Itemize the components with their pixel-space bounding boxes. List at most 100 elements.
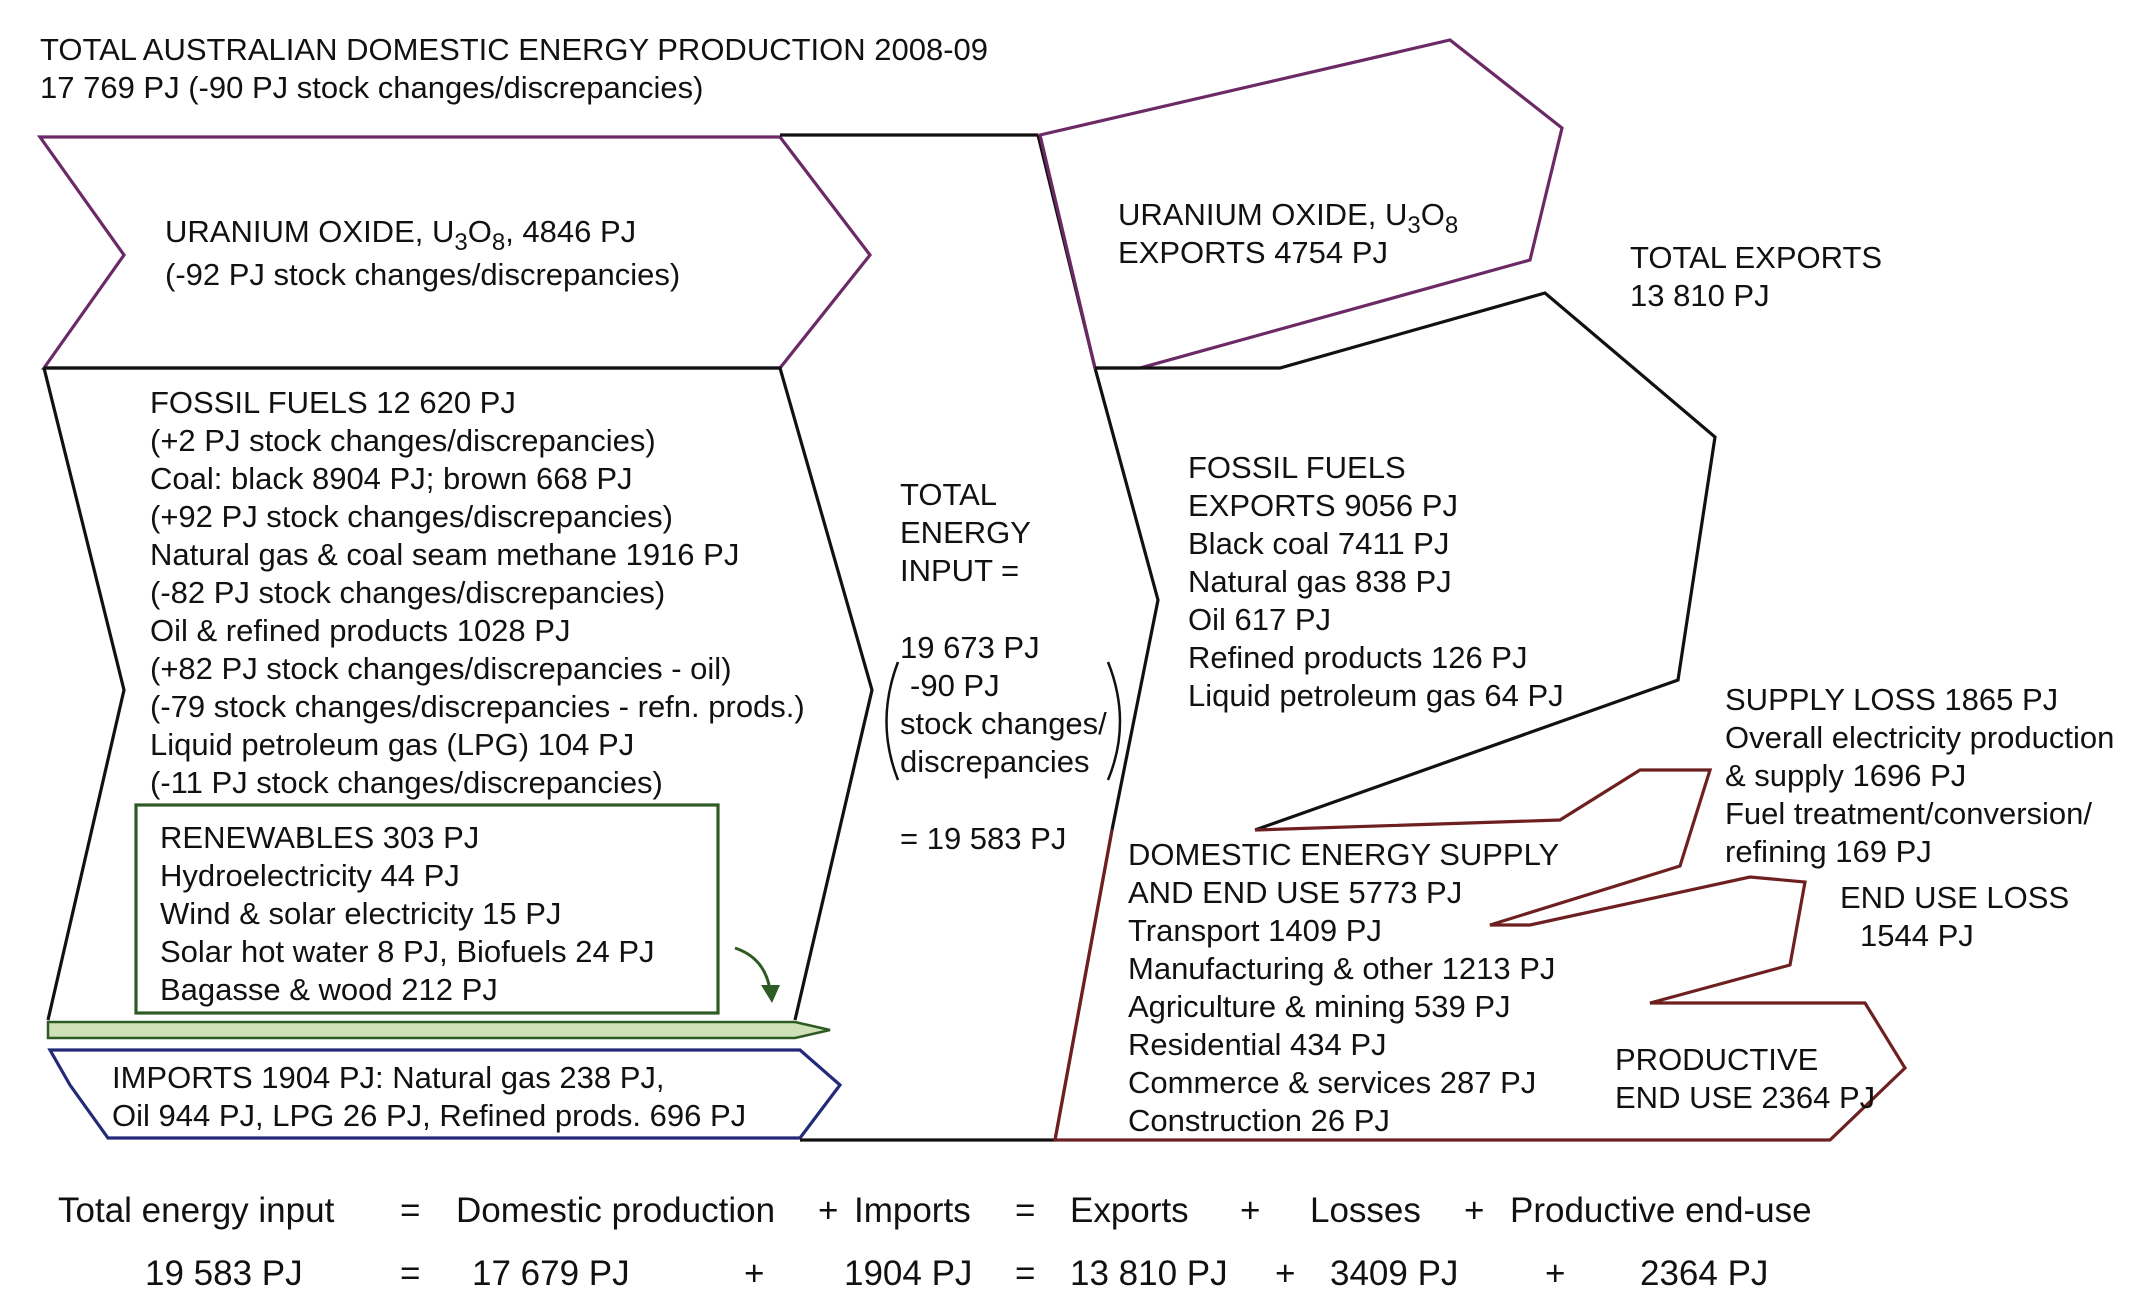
domestic-left-edge [1053,829,1114,1141]
equation-operator: + [1545,1254,1565,1293]
total-input-stock: stock changes/ [900,706,1107,741]
domestic-line: Manufacturing & other 1213 PJ [1128,951,1555,986]
paren-right [1106,661,1122,781]
equation-operator: = [1015,1254,1035,1293]
fossil-exports-line: Refined products 126 PJ [1188,640,1528,675]
equation-term: Imports [854,1191,971,1230]
renewables-line: RENEWABLES 303 PJ [160,820,479,855]
supply-loss-line: & supply 1696 PJ [1725,758,1966,793]
supply-loss-text: SUPPLY LOSS 1865 PJ Overall electricity … [1725,682,2114,869]
fossil-fuels-input-shape [44,366,874,1021]
fossil-line: FOSSIL FUELS 12 620 PJ [150,385,516,420]
equation-row-2: 19 583 PJ = 17 679 PJ + 1904 PJ = 13 810… [145,1254,1768,1293]
equation-operator: = [1015,1191,1035,1230]
supply-loss-line: Overall electricity production [1725,720,2114,755]
renewables-strip [46,1020,831,1040]
domestic-line: Residential 434 PJ [1128,1027,1387,1062]
equation-value: 19 583 PJ [145,1254,303,1293]
header-subtitle: 17 769 PJ (-90 PJ stock changes/discrepa… [40,70,703,105]
fossil-exports-line: Black coal 7411 PJ [1188,526,1449,561]
equation-operator: + [1240,1191,1260,1230]
fossil-line: Liquid petroleum gas (LPG) 104 PJ [150,727,634,762]
fossil-line: (+82 PJ stock changes/discrepancies - oi… [150,651,732,686]
supply-loss-line: SUPPLY LOSS 1865 PJ [1725,682,2058,717]
fossil-exports-line: Liquid petroleum gas 64 PJ [1188,678,1564,713]
fossil-line: (-79 stock changes/discrepancies - refn.… [150,689,805,724]
uranium-stock-change: (-92 PJ stock changes/discrepancies) [165,257,680,292]
fossil-exports-line: FOSSIL FUELS [1188,450,1406,485]
total-exports-line: TOTAL EXPORTS [1630,240,1882,275]
equation-term: Productive end-use [1510,1191,1812,1230]
total-input-line: ENERGY [900,515,1031,550]
domestic-line: Construction 26 PJ [1128,1103,1390,1138]
domestic-line: AND END USE 5773 PJ [1128,875,1462,910]
equation-value: 17 679 PJ [472,1254,630,1293]
equation-value: 13 810 PJ [1070,1254,1228,1293]
total-input-line: INPUT = [900,553,1019,588]
end-use-loss-line: END USE LOSS [1840,880,2069,915]
equation-term: Domestic production [456,1191,775,1230]
uranium-label: URANIUM OXIDE, U3O8, 4846 PJ [165,214,636,256]
fossil-exports-line: Natural gas 838 PJ [1188,564,1452,599]
renewables-line: Solar hot water 8 PJ, Biofuels 24 PJ [160,934,655,969]
fossil-line: (-82 PJ stock changes/discrepancies) [150,575,665,610]
domestic-line: Agriculture & mining 539 PJ [1128,989,1511,1024]
total-input-value: 19 673 PJ [900,630,1040,665]
renewables-line: Wind & solar electricity 15 PJ [160,896,561,931]
domestic-text: DOMESTIC ENERGY SUPPLY AND END USE 5773 … [1128,837,1559,1138]
imports-arrow [47,1048,843,1140]
equation-value: 1904 PJ [844,1254,972,1293]
fossil-line: Oil & refined products 1028 PJ [150,613,570,648]
imports-line: Oil 944 PJ, LPG 26 PJ, Refined prods. 69… [112,1098,746,1133]
total-exports-line: 13 810 PJ [1630,278,1770,313]
imports-line: IMPORTS 1904 PJ: Natural gas 238 PJ, [112,1060,665,1095]
renewables-arrow-icon [734,946,772,991]
productive-line: PRODUCTIVE [1615,1042,1818,1077]
renewables-line: Hydroelectricity 44 PJ [160,858,460,893]
fossil-exports-line: EXPORTS 9056 PJ [1188,488,1458,523]
productive-line: END USE 2364 PJ [1615,1080,1875,1115]
fossil-line: (-11 PJ stock changes/discrepancies) [150,765,663,800]
total-energy-input-text: TOTAL ENERGY INPUT = 19 673 PJ -90 PJ st… [900,477,1107,856]
supply-loss-line: Fuel treatment/conversion/ [1725,796,2092,831]
fossil-exports-text: FOSSIL FUELS EXPORTS 9056 PJ Black coal … [1188,450,1564,713]
total-input-result: = 19 583 PJ [900,821,1066,856]
fossil-fuels-left-edge [42,367,126,1021]
equation-term: Exports [1070,1191,1189,1230]
uranium-exports-label: URANIUM OXIDE, U3O8 [1118,197,1458,239]
domestic-line: Transport 1409 PJ [1128,913,1382,948]
fossil-line: Coal: black 8904 PJ; brown 668 PJ [150,461,633,496]
equation-operator: = [400,1254,420,1293]
equation-value: 3409 PJ [1330,1254,1458,1293]
domestic-shape [1053,768,1908,1142]
equation-operator: = [400,1191,420,1230]
end-use-loss-line: 1544 PJ [1860,918,1974,953]
header-title: TOTAL AUSTRALIAN DOMESTIC ENERGY PRODUCT… [40,32,988,67]
supply-loss-line: refining 169 PJ [1725,834,1932,869]
equation-row-1: Total energy input = Domestic production… [58,1191,1812,1230]
renewables-box [134,803,720,1015]
equation-operator: + [1275,1254,1295,1293]
domestic-line: Commerce & services 287 PJ [1128,1065,1536,1100]
fossil-line: (+92 PJ stock changes/discrepancies) [150,499,673,534]
fossil-exports-shape [1095,291,1717,832]
renewables-arrowhead-icon [761,985,780,1003]
renewables-line: Bagasse & wood 212 PJ [160,972,498,1007]
equation-operator: + [818,1191,838,1230]
total-input-stock: -90 PJ [910,668,1000,703]
total-input-stock: discrepancies [900,744,1090,779]
equation-term: Total energy input [58,1191,335,1230]
domestic-line: DOMESTIC ENERGY SUPPLY [1128,837,1559,872]
equation-operator: + [744,1254,764,1293]
paren-left [885,661,900,781]
fossil-line: (+2 PJ stock changes/discrepancies) [150,423,656,458]
equation-term: Losses [1310,1191,1421,1230]
fossil-line: Natural gas & coal seam methane 1916 PJ [150,537,739,572]
fossil-exports-line: Oil 617 PJ [1188,602,1331,637]
fossil-fuels-text: FOSSIL FUELS 12 620 PJ (+2 PJ stock chan… [150,385,805,800]
uranium-exports-value: EXPORTS 4754 PJ [1118,235,1388,270]
equation-operator: + [1464,1191,1484,1230]
total-input-line: TOTAL [900,477,997,512]
equation-value: 2364 PJ [1640,1254,1768,1293]
